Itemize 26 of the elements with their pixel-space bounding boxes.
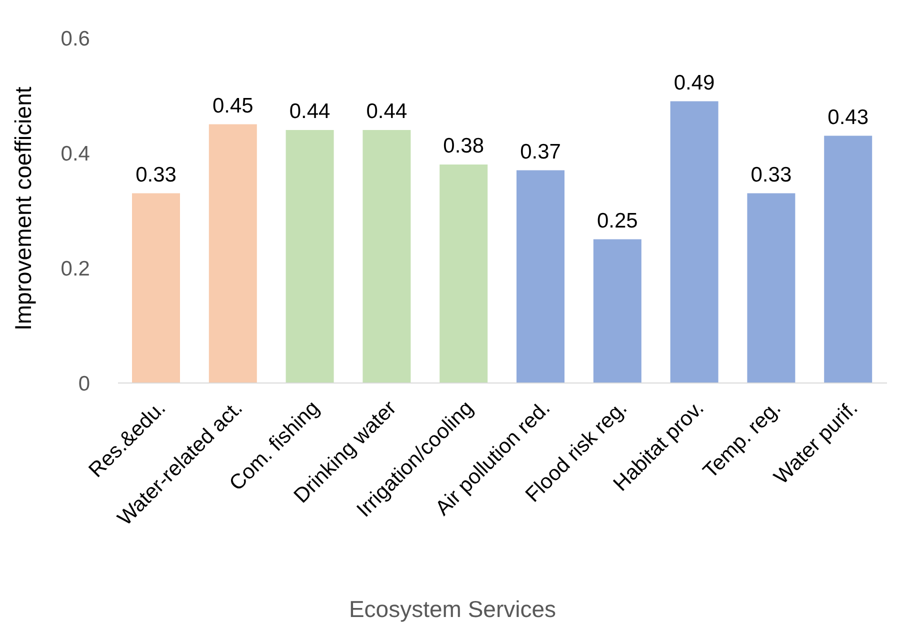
data-label: 0.44 [366,100,408,123]
bar [747,193,796,383]
data-label: 0.25 [596,209,638,232]
y-tick-label: 0.2 [60,257,90,280]
x-axis-title: Ecosystem Services [348,596,558,623]
bar [362,130,411,383]
data-label: 0.37 [520,140,561,164]
data-label: 0.38 [443,134,484,158]
data-label: 0.33 [750,163,792,186]
bar [824,136,872,383]
y-tick-label: 0 [78,372,90,396]
y-axis-title: Improvement coefficient [10,86,36,330]
bar [593,239,642,383]
bar [440,164,488,383]
bar [286,130,334,383]
bar [208,124,257,383]
data-label: 0.45 [212,94,254,118]
y-tick-label: 0.6 [60,27,90,50]
y-tick-label: 0.4 [60,142,90,166]
data-label: 0.49 [674,71,715,94]
data-label: 0.44 [289,100,331,123]
bar [132,193,180,383]
bar [516,170,564,383]
data-label: 0.33 [136,163,176,186]
data-label: 0.43 [828,106,869,129]
bar [670,101,718,383]
